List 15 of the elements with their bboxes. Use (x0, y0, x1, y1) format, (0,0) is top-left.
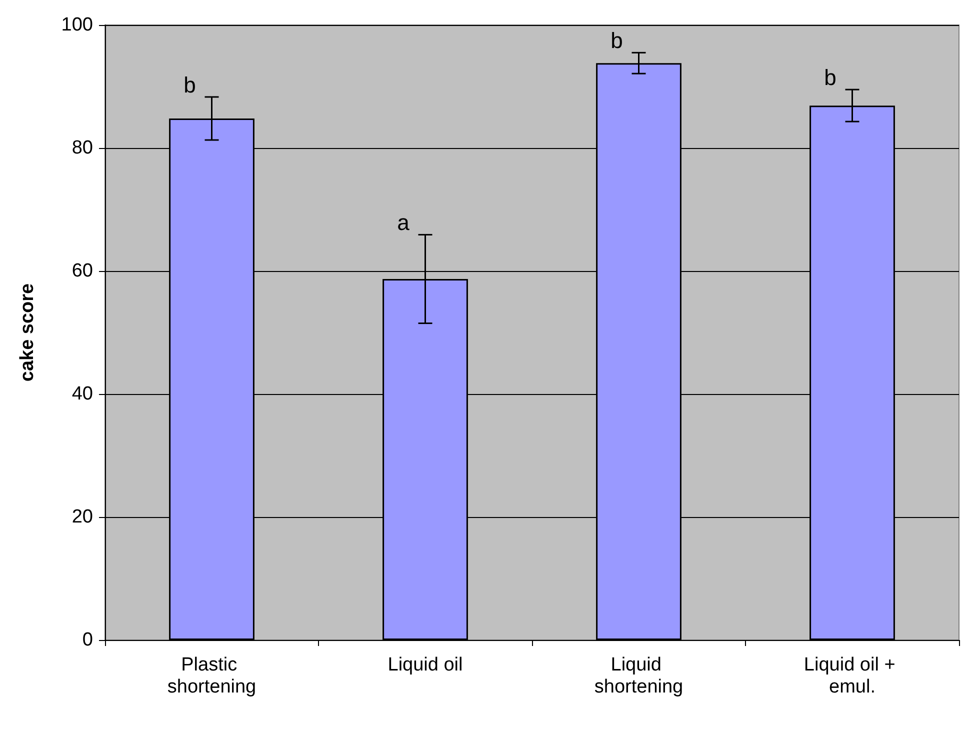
y-tick-label: 60 (72, 260, 93, 282)
annotation: b (824, 65, 836, 90)
annotation: a (397, 210, 410, 236)
annotation: b (610, 28, 623, 54)
y-axis-title: cake score (17, 283, 38, 382)
x-tick-label: Plastic shortening (167, 654, 256, 698)
y-tick-label: 80 (72, 138, 93, 158)
y-tick-label: 0 (82, 630, 93, 650)
y-tick-label: 100 (61, 14, 93, 36)
y-tick-label: 40 (72, 384, 93, 404)
x-tick-label: Liquid oil (388, 654, 463, 676)
x-tick-label: Liquid shortening (594, 654, 684, 698)
annotation: b (184, 72, 196, 98)
x-tick-label: Liquid oil + emul. (804, 654, 901, 698)
y-tick-label: 20 (72, 506, 93, 528)
